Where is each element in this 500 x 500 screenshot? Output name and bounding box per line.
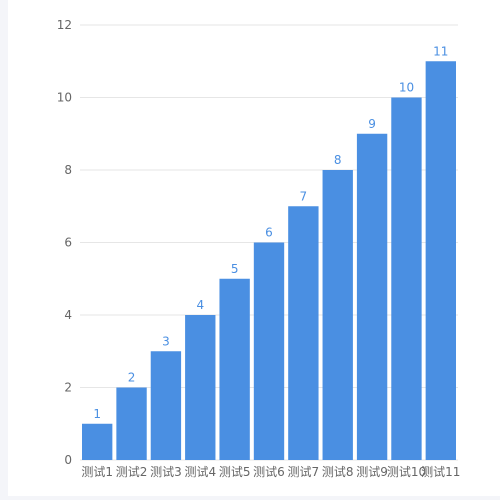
bar [425,61,456,460]
y-tick-label: 0 [64,453,72,467]
bar-value-label: 5 [231,262,239,276]
bar [288,206,319,460]
bar [356,133,388,460]
bar-value-label: 4 [196,298,204,312]
x-tick-label: 测试7 [288,464,320,479]
y-tick-label: 6 [64,236,72,250]
x-tick-label: 测试11 [421,464,460,479]
bar [391,97,422,460]
x-tick-label: 测试4 [184,464,216,479]
y-tick-label: 12 [57,18,72,32]
bar [185,315,216,460]
x-tick-label: 测试5 [219,464,251,479]
bar-value-label: 11 [433,44,448,58]
bar-value-label: 3 [162,334,170,348]
bar-value-label: 6 [265,226,273,240]
bar [116,387,147,460]
y-tick-label: 10 [57,91,72,105]
left-panel-strip [0,0,8,500]
bar-value-label: 2 [128,371,136,385]
y-tick-label: 2 [64,381,72,395]
bar [219,278,250,460]
bar-value-label: 1 [93,407,101,421]
x-tick-label: 测试1 [81,464,113,479]
x-tick-label: 测试9 [356,464,388,479]
y-tick-label: 8 [64,163,72,177]
bar [150,351,182,460]
x-tick-label: 测试6 [253,464,285,479]
y-tick-label: 4 [64,308,72,322]
bar-value-label: 7 [300,189,308,203]
bar-value-label: 8 [334,153,342,167]
bar [322,170,353,460]
x-tick-label: 测试3 [150,464,182,479]
x-tick-label: 测试8 [322,464,354,479]
x-tick-label: 测试2 [116,464,148,479]
bar [82,423,113,460]
bar [253,242,285,460]
x-tick-label: 测试10 [387,464,426,479]
bar-value-label: 9 [368,117,376,131]
bottom-panel-strip [0,496,500,500]
bar-value-label: 10 [399,81,414,95]
